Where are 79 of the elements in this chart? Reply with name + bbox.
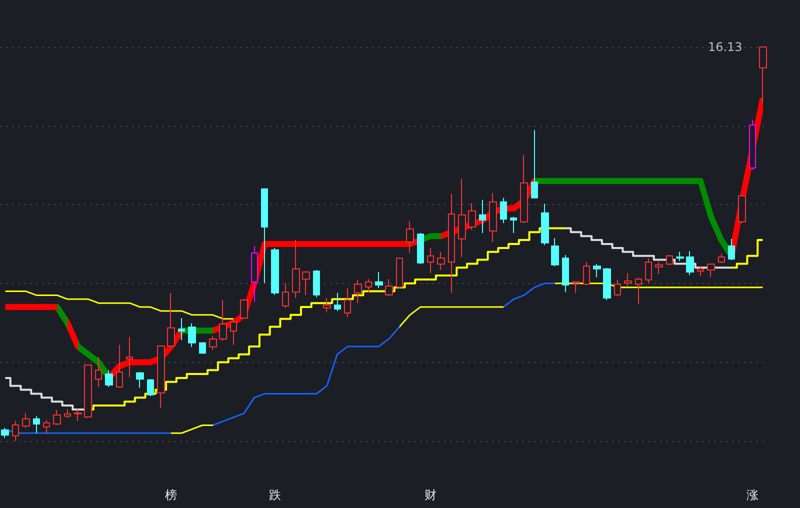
candlestick [583,262,590,286]
candlestick [354,279,362,304]
candlestick [437,251,445,271]
candlestick [728,238,735,261]
candlestick [126,336,133,378]
candlestick [738,195,746,224]
candlestick [551,238,559,267]
candlestick [261,188,268,284]
candlestick [427,247,434,274]
candlestick [188,322,196,348]
candlestick [167,292,175,348]
candlestick [468,202,476,230]
candlestick [147,378,154,397]
candlestick [417,232,424,265]
candlestick [1,428,9,438]
candlestick [603,268,611,300]
candlestick [520,154,528,224]
candlestick [593,264,601,278]
candlestick [541,203,549,246]
candlestick [759,46,767,104]
x-tick-label: 跌 [269,488,282,502]
candlestick [157,346,165,408]
candlestick [95,356,102,388]
candlestick [718,253,725,264]
candlestick [344,288,351,318]
candlestick [43,420,50,434]
candlestick [219,299,227,342]
candlestick [209,336,217,350]
candlestick [406,220,414,254]
candlestick [572,281,580,294]
candlestick [178,318,185,341]
candlestick [666,254,673,266]
candlestick [531,130,538,198]
candlestick [292,240,300,298]
candlestick [302,270,310,296]
candlestick [458,178,466,258]
x-tick-label: 榜 [165,488,178,502]
candlestick [74,408,82,422]
candlestick [500,197,507,224]
candlestick [562,254,569,293]
candlestick [105,370,113,388]
x-tick-label: 涨 [746,488,758,502]
x-tick-label: 财 [424,488,437,502]
candlestick [707,264,715,278]
candlestick [749,119,756,170]
candlestick [240,298,248,320]
candlestick [53,409,61,426]
candlestick [655,262,663,274]
candlestick [136,372,144,388]
candlestick [624,272,632,287]
candlestick [510,216,517,234]
candlestick [385,278,393,297]
candlestick [251,245,258,302]
candlestick [313,270,320,298]
candlestick [686,250,694,276]
candlestick [645,258,652,284]
candlestick [396,258,403,289]
candlestick [199,342,206,354]
candlestick [479,199,486,234]
candlestick [334,292,341,312]
candlestick [12,420,19,442]
candlestick [323,297,331,313]
candlestick [635,277,642,304]
candlestick [448,193,455,294]
candlestick [676,251,684,262]
candlestick [614,279,621,297]
candlestick [365,278,372,294]
candlestick [84,364,92,419]
candlestick [375,271,383,289]
candlestick [271,247,279,296]
candlestick [230,320,237,346]
candlestick [22,412,30,428]
candlestick [33,416,40,434]
candlestick [282,282,289,308]
candlestick [489,192,497,243]
candlestick [116,344,123,388]
candlestick [64,408,71,419]
candlestick [697,266,704,276]
annotation: 16.13 [708,40,742,54]
